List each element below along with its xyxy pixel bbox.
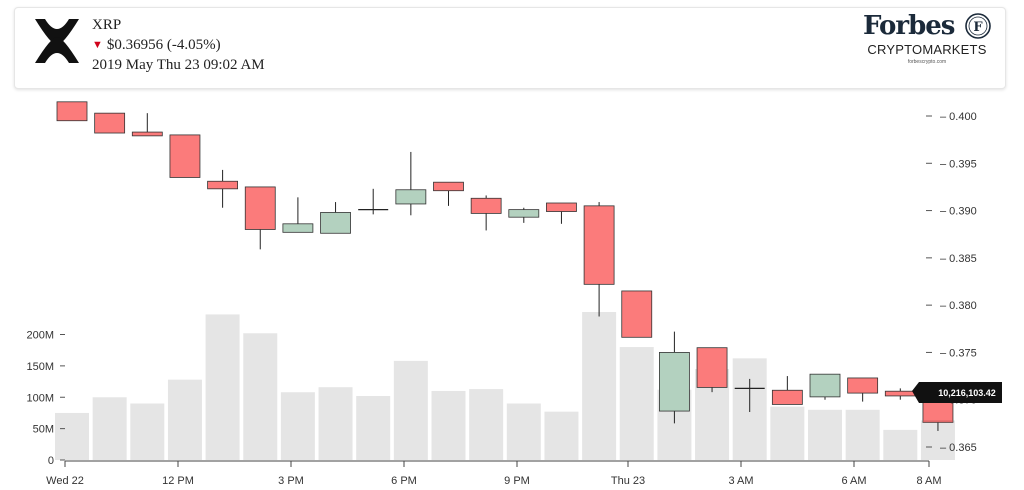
volume-tick-label: 0 (48, 455, 54, 467)
callout-box (912, 382, 1002, 403)
down-arrow-icon: ▼ (92, 39, 103, 51)
volume-bar (318, 387, 353, 460)
volume-overlay-band (922, 420, 953, 423)
candle-body (470, 197, 502, 214)
x-tick-label: Thu 23 (611, 475, 645, 487)
seal-letter: F (973, 20, 983, 35)
candle-body (282, 223, 314, 233)
candle-body (884, 390, 916, 397)
candle-body (696, 347, 728, 388)
candle-body (169, 134, 201, 178)
volume-bar (205, 314, 240, 460)
callout-text: 10,216,103.42 (938, 388, 996, 398)
header-card: XRP ▼ $0.36956 (-4.05%) 2019 May Thu 23 0… (14, 7, 1006, 89)
volume-tick-label: 150M (26, 361, 54, 373)
volume-bar (280, 392, 315, 460)
brand-url: forbescrypto.com (907, 59, 947, 65)
price-tick-label: – 0.395 (940, 158, 977, 170)
price-tick-label: – 0.385 (940, 253, 977, 265)
candle-body (508, 209, 540, 218)
coin-name: XRP (92, 17, 122, 33)
volume-overlay (922, 420, 953, 423)
volume-bar (356, 395, 391, 460)
x-tick-label: 3 AM (728, 475, 753, 487)
volume-bar (845, 409, 880, 460)
candle-body (207, 180, 239, 190)
volume-tick-label: 100M (26, 392, 54, 404)
price-tick-label: – 0.390 (940, 206, 977, 218)
candle-body (131, 131, 163, 137)
candle-body (433, 181, 464, 192)
brand-subtitle: CRYPTOMARKETS (867, 42, 987, 57)
date-time: 2019 May Thu 23 09:02 AM (92, 57, 265, 73)
volume-bar (808, 409, 842, 460)
x-tick-label: 12 PM (162, 475, 194, 487)
xrp-logo-icon (35, 19, 79, 63)
volume-bar (506, 403, 541, 460)
volume-bar (582, 312, 617, 460)
candle-body (395, 189, 427, 205)
x-tick-label: 8 AM (916, 475, 941, 487)
candle-body (771, 389, 803, 405)
volume-bar (130, 403, 165, 460)
candle-body (583, 205, 615, 285)
candle-body (546, 202, 577, 212)
brand-wordmark: Forbes (863, 11, 955, 41)
price-tick-label: – 0.365 (940, 442, 977, 454)
price-chart[interactable]: – 0.400 – 0.395 – 0.390 – 0.385 – 0.380 – 0.3… (0, 90, 1024, 490)
x-tick-label: 6 AM (841, 475, 866, 487)
volume-bar (770, 406, 805, 460)
x-tick-label: 3 PM (278, 475, 304, 487)
price-change: ▼ $0.36956 (-4.05%) (92, 37, 221, 54)
price-tick-label: – 0.380 (940, 300, 977, 312)
candle-body (56, 101, 88, 122)
volume-bar (431, 390, 466, 460)
last-volume-callout: 10,216,103.42 (912, 382, 1002, 403)
volume-bar (167, 379, 202, 460)
candles (56, 101, 954, 431)
x-tick-label: 9 PM (504, 475, 530, 487)
volume-bar (883, 429, 918, 460)
x-tick-label: 6 PM (391, 475, 417, 487)
candle-body (847, 377, 879, 394)
candle-body (809, 373, 841, 398)
candle-body (621, 290, 653, 338)
volume-bar (92, 397, 127, 460)
candle-body (320, 212, 351, 234)
volume-bar (544, 411, 579, 460)
forbes-seal-icon: F (965, 13, 991, 39)
volume-tick-label: 200M (26, 330, 54, 342)
volume-bar (55, 412, 89, 460)
price-value: $0.36956 (-4.05%) (106, 37, 221, 53)
volume-bar (619, 347, 654, 460)
price-tick-label: – 0.375 (940, 347, 977, 359)
price-tick-label: – 0.400 (940, 111, 977, 123)
volume-bar (243, 333, 278, 460)
candle-body (94, 112, 126, 134)
volume-bar (393, 360, 428, 460)
candle-body (659, 352, 690, 412)
volume-bar (469, 389, 504, 460)
x-tick-label: Wed 22 (46, 475, 84, 487)
axes: – 0.400 – 0.395 – 0.390 – 0.385 – 0.380 – 0.3… (26, 111, 976, 487)
volume-tick-label: 50M (33, 424, 54, 436)
forbes-brand[interactable]: Forbes F CRYPTOMARKETS forbescrypto.com (863, 10, 991, 65)
brand-top: Forbes F (863, 10, 991, 42)
candle-body (244, 186, 276, 230)
